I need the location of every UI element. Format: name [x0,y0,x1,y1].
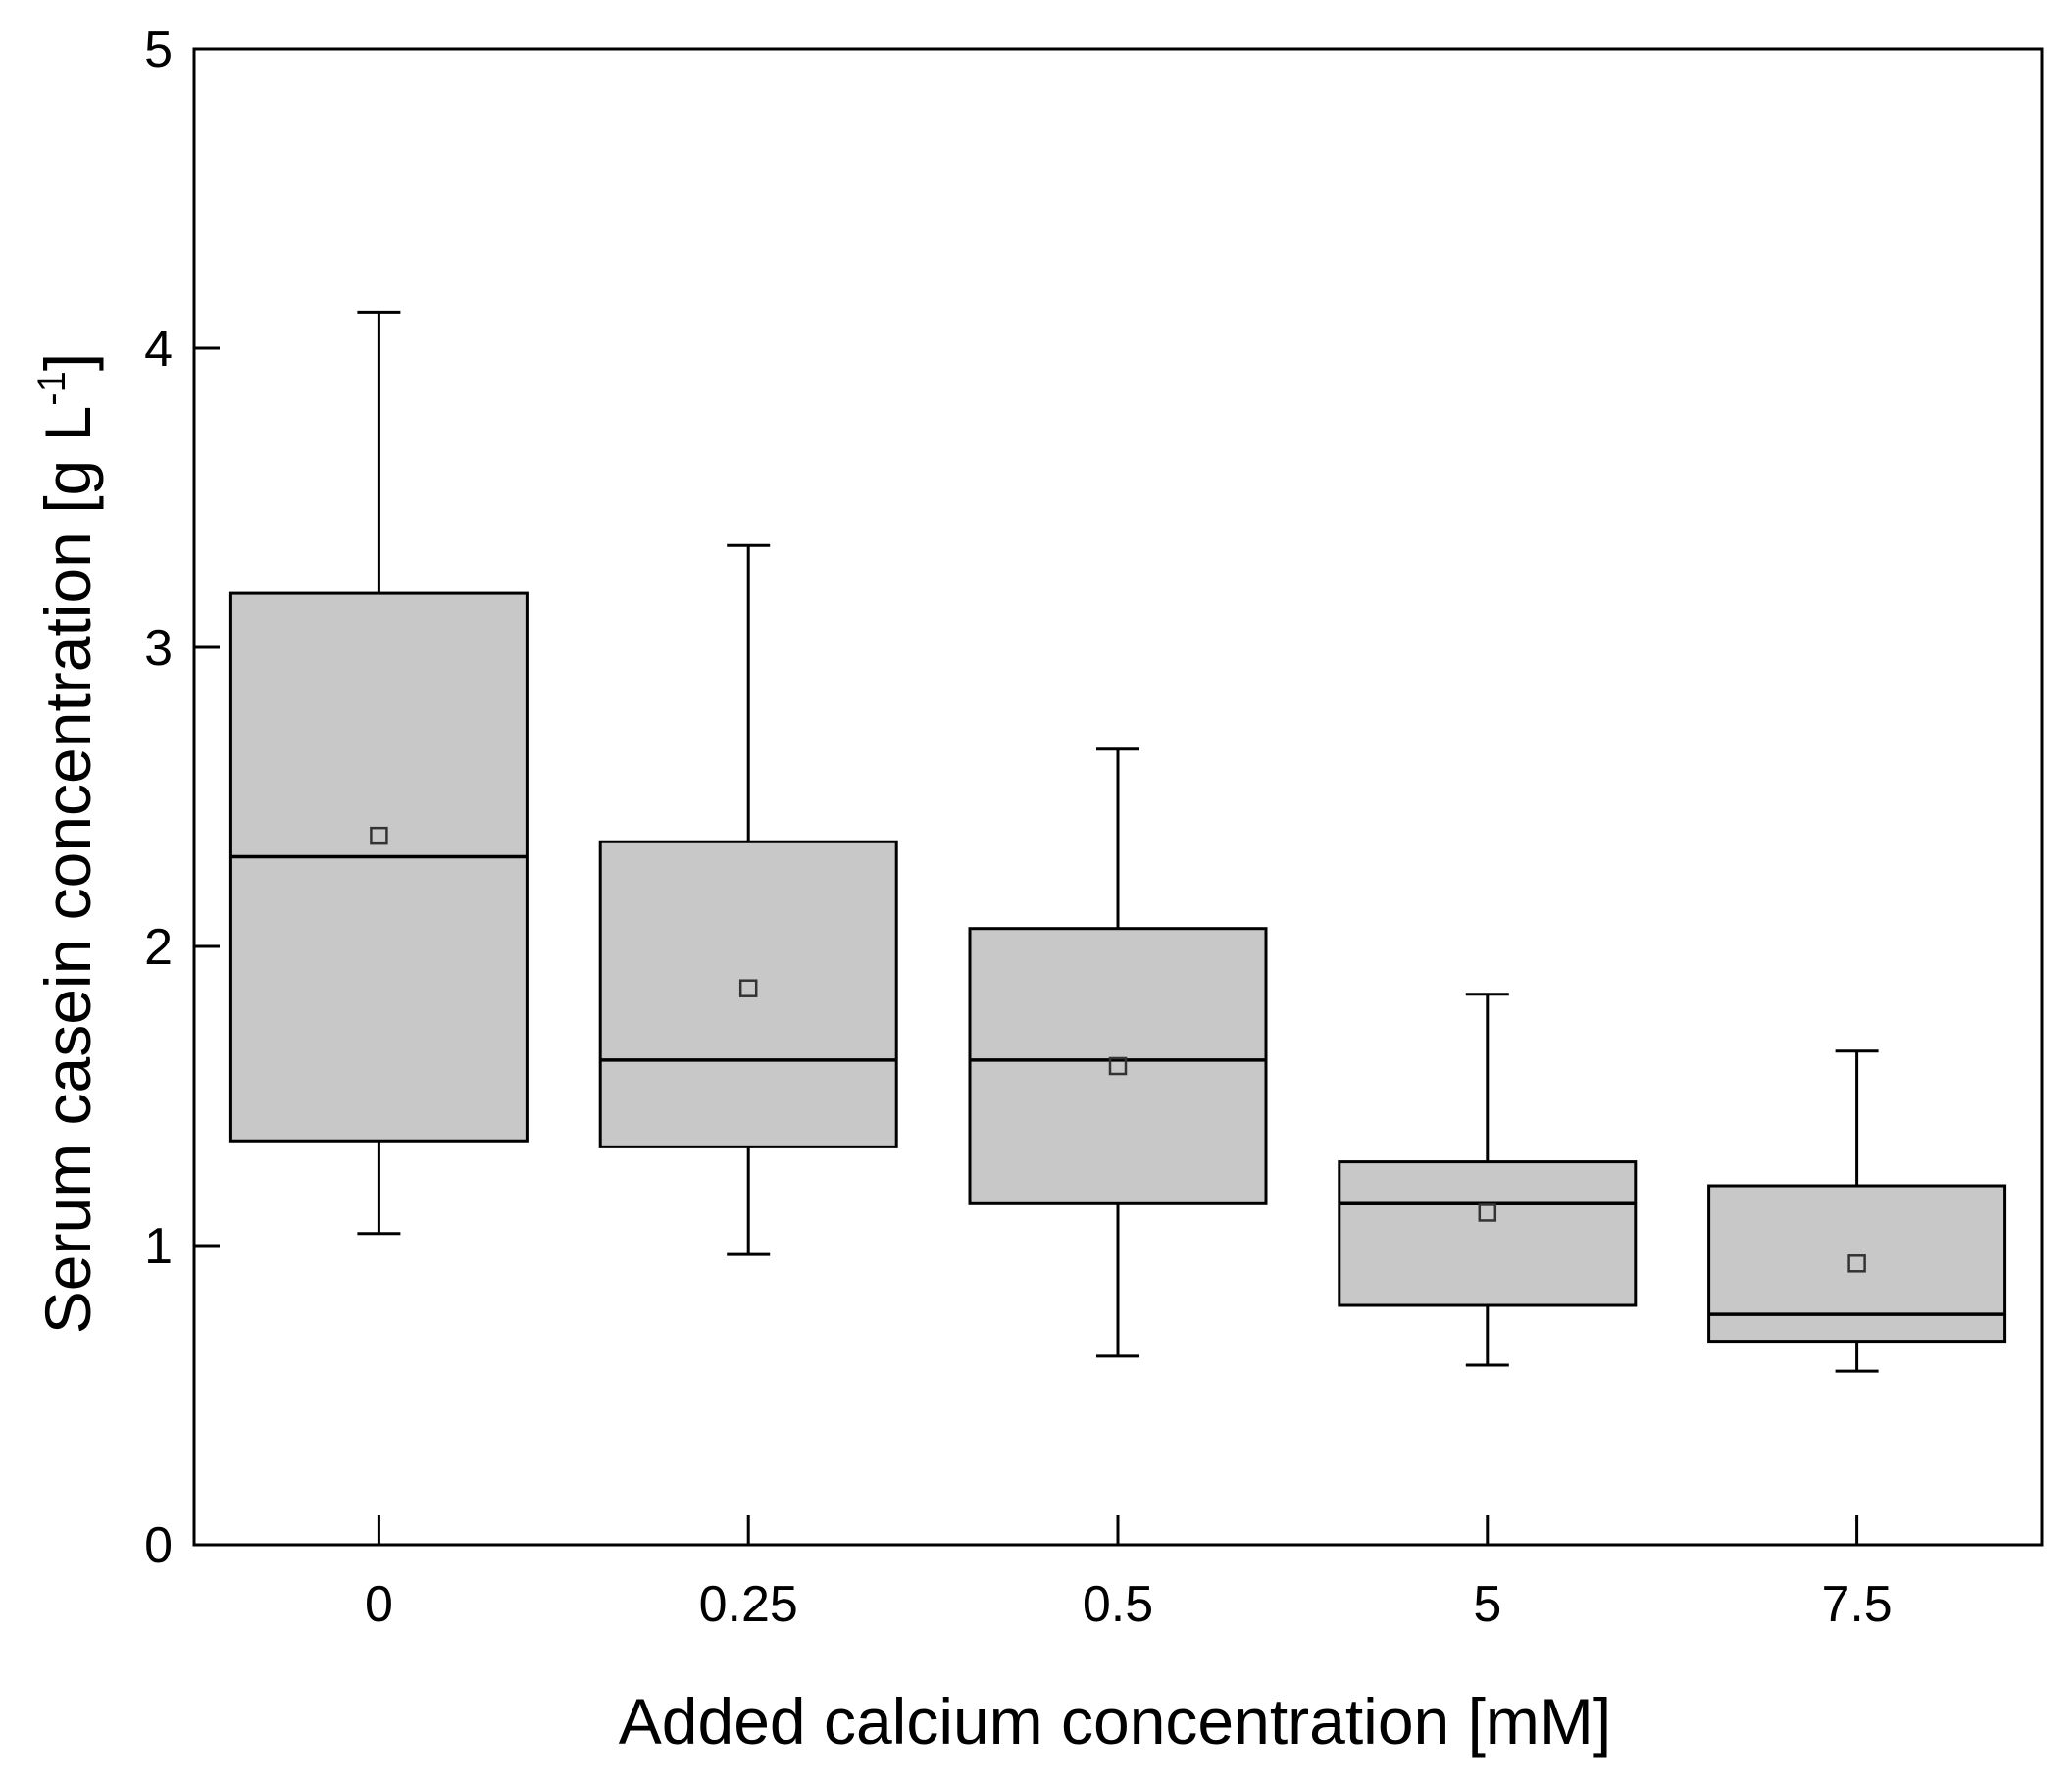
box-7_5 [1707,1049,2007,1373]
mean-marker [738,979,758,997]
interquartile-box [228,591,529,1143]
y-tick-label: 0 [144,1517,173,1574]
interquartile-box [1707,1184,2007,1344]
y-axis-title-main: Serum casein concentration [g L [31,406,104,1335]
x-tick-label: 0.25 [699,1576,798,1633]
y-axis-title: Serum casein concentration [g L-1] [30,353,104,1334]
mean-marker [1108,1056,1128,1076]
mean-marker [1847,1254,1866,1273]
mean-marker [1478,1203,1497,1222]
box-5 [1338,993,1638,1367]
x-tick-label: 7.5 [1821,1576,1892,1633]
y-axis-title-close: ] [31,353,104,371]
interquartile-box [1338,1160,1638,1307]
y-tick-label: 5 [144,22,173,78]
x-tick-label: 0 [365,1576,393,1633]
x-tick-label: 5 [1473,1576,1501,1633]
plot-area [228,310,2007,1373]
y-axis-title-superscript: -1 [30,371,74,406]
y-tick-label: 3 [144,620,173,677]
box-0 [228,310,529,1236]
box-0_25 [598,543,898,1256]
box-0_5 [968,747,1268,1358]
interquartile-box [598,840,898,1148]
y-tick-label: 1 [144,1218,173,1275]
axes: 0 1 2 3 4 5 0 0.25 0.5 5 7.5 [144,22,2044,1633]
y-tick-label: 2 [144,919,173,976]
y-tick-label: 4 [144,321,173,378]
x-axis-title: Added calcium concentration [mM] [619,1685,1611,1758]
mean-marker [370,826,388,845]
x-tick-label: 0.5 [1083,1576,1153,1633]
interquartile-box [968,927,1268,1205]
